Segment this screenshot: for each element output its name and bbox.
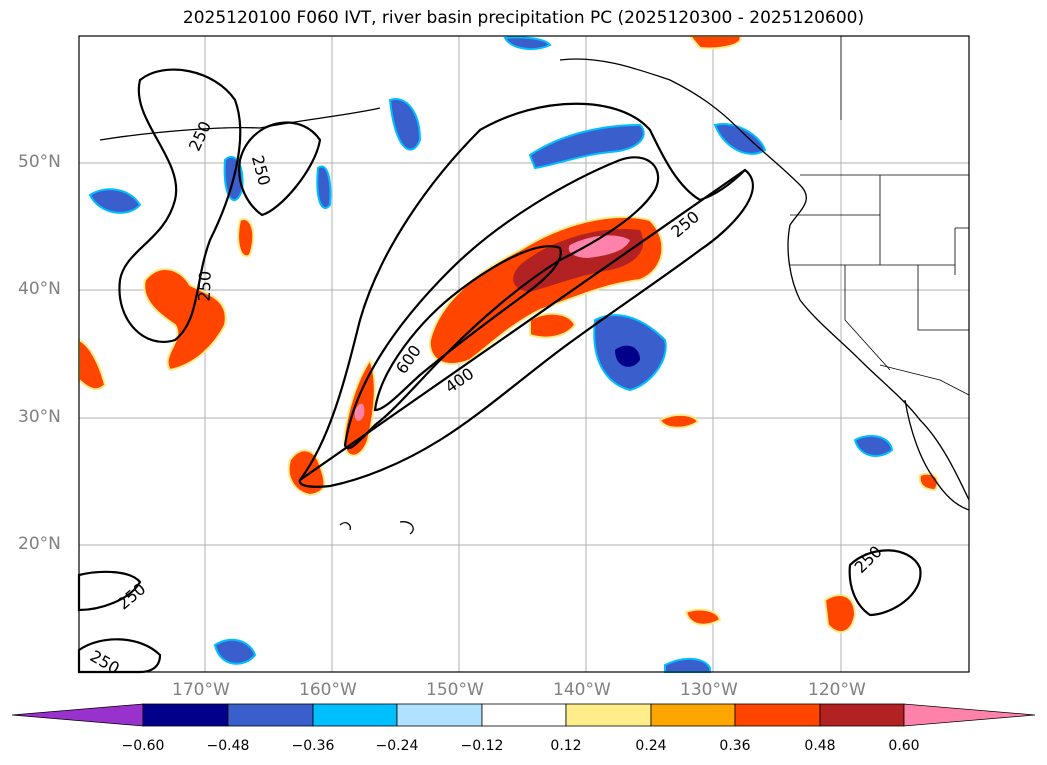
contour-label: 250	[114, 579, 150, 613]
colorbar-tick-label: 0.60	[888, 738, 920, 754]
precip-patch-neg-top	[503, 36, 552, 51]
contour-250-main	[298, 102, 754, 488]
contour-label: 400	[441, 364, 477, 397]
positive-precip-patches	[78, 35, 939, 634]
colorbar-tick-label: −0.12	[460, 738, 504, 754]
precip-patch-neg-s	[664, 657, 711, 673]
border-state-3	[917, 265, 969, 331]
map-title: 2025120100 F060 IVT, river basin precipi…	[182, 8, 865, 28]
colorbar-tick-label: −0.48	[206, 738, 250, 754]
border-state-4	[844, 265, 891, 371]
contour-250-sw-1	[77, 570, 142, 612]
colorbar-tick-label: 0.36	[719, 738, 751, 754]
contour-label: 250	[87, 646, 123, 678]
map-frame	[78, 35, 970, 673]
colorbar-segment	[734, 703, 821, 727]
colorbar-segment	[481, 703, 567, 727]
contour-250-west	[118, 68, 242, 343]
borders	[790, 36, 970, 396]
contour-600	[373, 245, 562, 412]
lon-label: 160°W	[299, 680, 357, 700]
lon-label: 140°W	[553, 680, 611, 700]
precip-patch-small-3	[684, 608, 722, 626]
lat-label: 40°N	[18, 279, 61, 299]
colorbar-segment	[227, 703, 314, 727]
precip-patch-small-2	[237, 218, 255, 258]
coastline-hawaii	[339, 521, 414, 535]
contour-labels: 250 250 250 250 600 400 250 250 250	[87, 118, 886, 678]
colorbar-tick-label: −0.24	[375, 738, 419, 754]
colorbar-tick-label: 0.12	[550, 738, 582, 754]
contour-label: 250	[185, 118, 215, 154]
ivt-contours	[77, 68, 922, 674]
contour-label: 600	[392, 341, 425, 377]
lon-label: 170°W	[172, 680, 230, 700]
colorbar-segment	[312, 703, 398, 727]
colorbar-tick-label: 0.48	[804, 738, 836, 754]
precip-patch-neg-west	[88, 188, 142, 214]
coastlines	[99, 58, 970, 535]
lon-label: 150°W	[426, 680, 484, 700]
colorbar-segment	[396, 703, 483, 727]
lat-label: 20°N	[18, 534, 61, 554]
precip-patch-north	[687, 35, 742, 50]
colorbar-tick-label: 0.24	[635, 738, 667, 754]
coastline-baja	[904, 399, 970, 511]
colorbar-tick-label: −0.36	[291, 738, 335, 754]
precip-patch-neg-north	[528, 123, 645, 170]
contour-label: 250	[248, 153, 274, 187]
precip-patch-neg-sw	[213, 638, 257, 665]
precip-patch-mid	[529, 312, 577, 339]
lat-label: 30°N	[18, 407, 61, 427]
colorbar-segment	[565, 703, 652, 727]
colorbar-segment	[819, 703, 905, 727]
precip-patch-neg-nc	[388, 98, 422, 151]
precip-patch-main-peak	[568, 235, 630, 258]
colorbar-segment	[142, 703, 229, 727]
contour-label: 250	[667, 207, 703, 241]
border-us-mexico	[879, 364, 970, 396]
gridlines	[79, 36, 969, 672]
precip-patch-coast	[823, 594, 857, 634]
contour-250-se	[848, 549, 922, 617]
colorbar-segment	[650, 703, 736, 727]
lon-label: 120°W	[808, 680, 866, 700]
precip-patch-west	[143, 268, 227, 372]
colorbar-tick-label: −0.60	[121, 738, 165, 754]
border-state-6	[954, 227, 969, 275]
coastline-alaska-islands	[99, 107, 381, 141]
precip-patch-neg-mid-core	[615, 345, 640, 367]
contour-400	[343, 156, 660, 450]
precip-patch-neg-coast-n	[713, 123, 767, 155]
precip-patch-small-1	[658, 414, 700, 429]
colorbar-segment	[903, 703, 1036, 727]
colorbar	[11, 703, 1036, 727]
precip-patch-sw-peak	[354, 403, 365, 422]
precip-patch-edge-west	[78, 338, 107, 391]
colorbar-segment	[11, 703, 144, 727]
negative-precip-patches	[88, 36, 894, 673]
lon-label: 130°W	[680, 680, 738, 700]
precip-patch-neg-small	[316, 165, 332, 209]
precip-patch-low	[287, 449, 326, 497]
precip-patch-neg-coast-s	[853, 434, 894, 457]
lat-label: 50°N	[18, 152, 61, 172]
contour-label: 250	[195, 271, 215, 302]
precip-patch-small-4	[918, 472, 939, 492]
contour-label: 250	[851, 542, 886, 577]
